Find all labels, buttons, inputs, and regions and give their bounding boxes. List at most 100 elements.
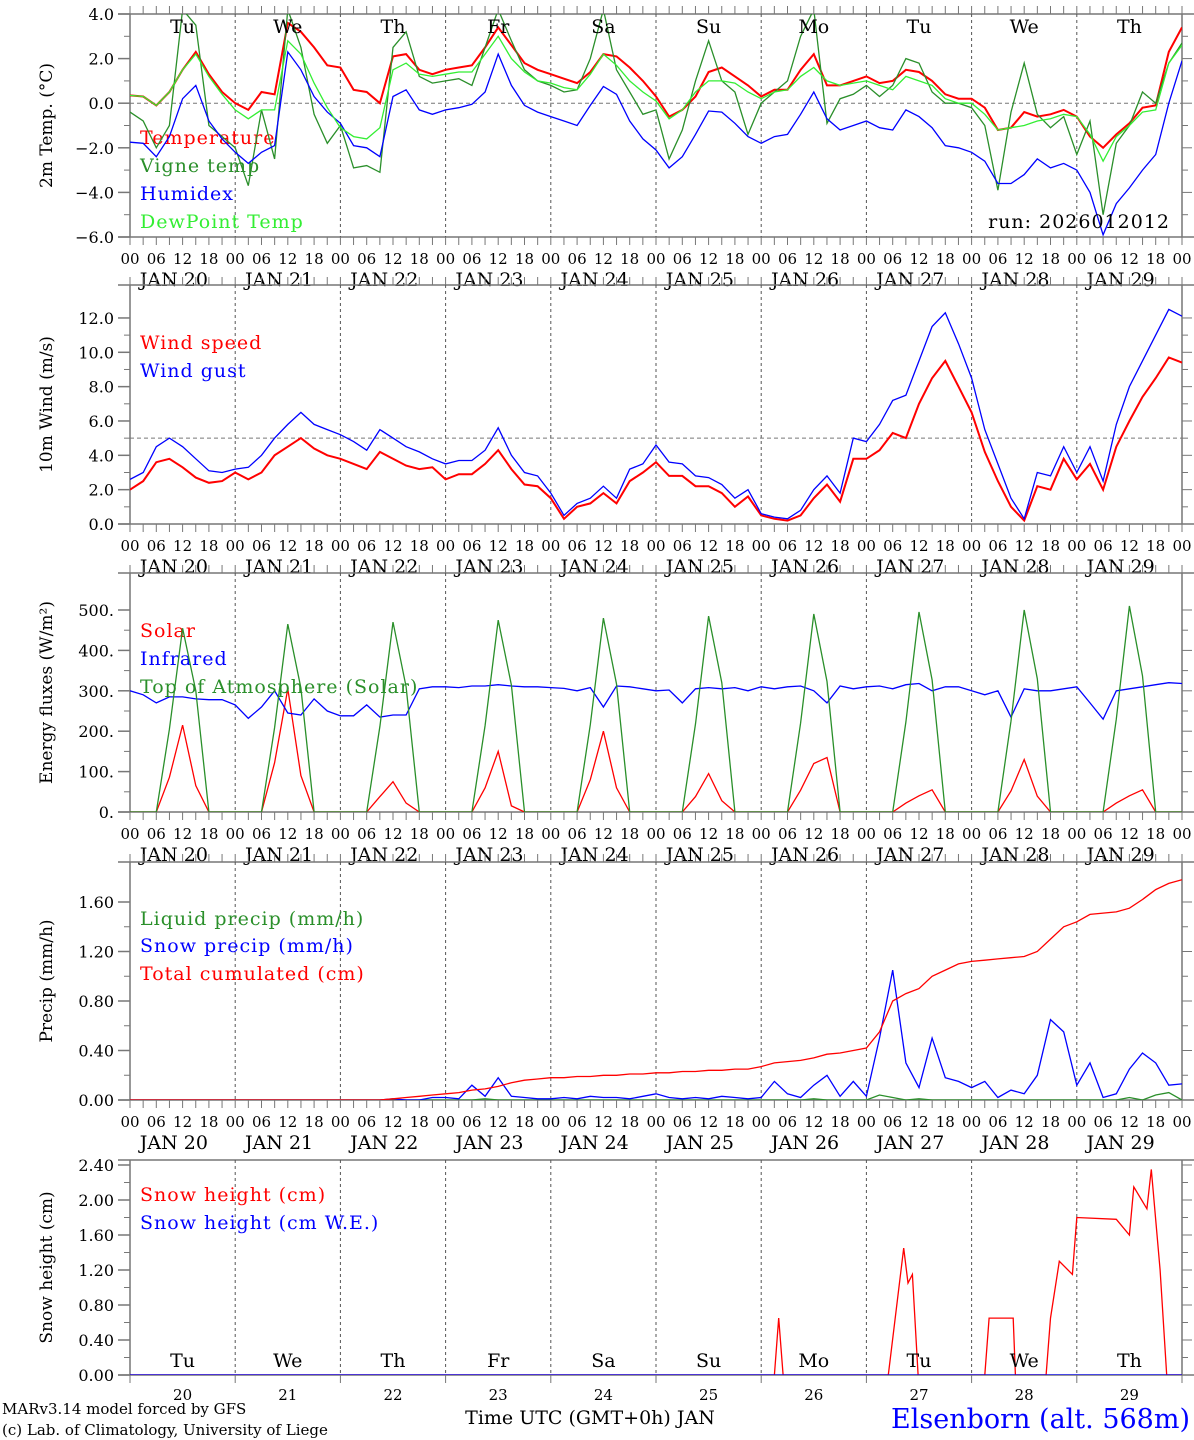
hour-label: 06 xyxy=(673,1113,692,1131)
hour-label: 18 xyxy=(831,250,850,268)
hour-label: 06 xyxy=(357,825,376,843)
day-label: JAN 20 xyxy=(138,556,208,578)
day-label: JAN 20 xyxy=(138,269,208,291)
hour-label: 00 xyxy=(1172,825,1191,843)
day-number-label: 26 xyxy=(804,1386,823,1404)
day-label: JAN 20 xyxy=(138,1132,208,1154)
hour-label: 00 xyxy=(857,537,876,555)
day-label: JAN 28 xyxy=(979,1132,1049,1154)
weekday-label: Mo xyxy=(798,1350,829,1372)
panel-3: 0. 100. 200. 300. 400. 500. Energy fluxes (W/m… xyxy=(37,565,1194,866)
hour-label: 12 xyxy=(1120,825,1139,843)
hour-label: 06 xyxy=(883,537,902,555)
day-label: JAN 28 xyxy=(979,269,1049,291)
hour-label: 06 xyxy=(462,1113,481,1131)
hour-label: 12 xyxy=(383,537,402,555)
day-label: JAN 26 xyxy=(769,269,839,291)
legend-vigne-temp: Vigne temp xyxy=(139,155,260,177)
hour-label: 00 xyxy=(436,1113,455,1131)
hour-label: 18 xyxy=(831,1113,850,1131)
hour-label: 06 xyxy=(988,1113,1007,1131)
hour-label: 18 xyxy=(725,537,744,555)
y-tick-label: 2.0 xyxy=(89,481,114,500)
day-label: JAN 28 xyxy=(979,556,1049,578)
hour-label: 12 xyxy=(699,825,718,843)
day-label: JAN 24 xyxy=(559,844,629,866)
y-tick-label: 1.20 xyxy=(78,1261,114,1280)
weekday-label: We xyxy=(273,16,302,38)
y-tick-label: 1.60 xyxy=(78,1226,114,1245)
hour-label: 18 xyxy=(936,250,955,268)
hour-label: 00 xyxy=(1172,537,1191,555)
hour-label: 06 xyxy=(357,250,376,268)
legend-total-cumulated: Total cumulated (cm) xyxy=(140,963,365,985)
hour-label: 12 xyxy=(278,1113,297,1131)
hour-label: 00 xyxy=(436,825,455,843)
day-number-label: 22 xyxy=(383,1386,402,1404)
hour-label: 06 xyxy=(778,1113,797,1131)
weekday-label: Mo xyxy=(798,16,829,38)
hour-label: 18 xyxy=(305,250,324,268)
hour-label: 12 xyxy=(909,1113,928,1131)
humidex-line xyxy=(130,50,1182,237)
wind-gust-line xyxy=(130,308,1182,521)
y-tick-label: 200. xyxy=(78,722,114,741)
hour-label: 00 xyxy=(1067,537,1086,555)
y-tick-label: 2.40 xyxy=(78,1156,114,1175)
hour-label: 12 xyxy=(383,250,402,268)
y-tick-label: 300. xyxy=(78,682,114,701)
hour-label: 18 xyxy=(410,825,429,843)
day-number-label: 21 xyxy=(278,1386,297,1404)
hour-label: 18 xyxy=(620,250,639,268)
hour-label: 06 xyxy=(988,250,1007,268)
lab-credit: (c) Lab. of Climatology, University of L… xyxy=(2,1421,328,1439)
hour-label: 18 xyxy=(831,825,850,843)
y-axis-title: 10m Wind (m/s) xyxy=(37,336,57,473)
hour-label: 12 xyxy=(804,1113,823,1131)
hour-label: 06 xyxy=(147,825,166,843)
day-label: JAN 26 xyxy=(769,556,839,578)
hour-label: 12 xyxy=(594,537,613,555)
hour-label: 00 xyxy=(646,250,665,268)
y-tick-label: 8.0 xyxy=(89,378,114,397)
day-label: JAN 29 xyxy=(1085,269,1155,291)
wind-speed-line xyxy=(130,356,1182,523)
hour-label: 00 xyxy=(120,825,139,843)
hour-label: 18 xyxy=(1146,825,1165,843)
hour-label: 12 xyxy=(173,825,192,843)
hour-label: 12 xyxy=(1120,537,1139,555)
day-label: JAN 27 xyxy=(874,556,944,578)
hour-label: 00 xyxy=(331,250,350,268)
legend-infrared: Infrared xyxy=(140,648,228,670)
hour-label: 06 xyxy=(673,537,692,555)
hour-label: 12 xyxy=(489,537,508,555)
hour-label: 06 xyxy=(568,1113,587,1131)
weekday-label: We xyxy=(1010,1350,1039,1372)
y-tick-label: 1.60 xyxy=(78,893,114,912)
hour-label: 12 xyxy=(1015,537,1034,555)
weekday-label: Fr xyxy=(487,16,510,38)
hour-label: 06 xyxy=(252,1113,271,1131)
hour-label: 18 xyxy=(199,537,218,555)
legend-humidex: Humidex xyxy=(140,183,234,205)
infrared-line xyxy=(130,682,1182,721)
y-axis-title: Snow height (cm) xyxy=(37,1191,57,1343)
hour-label: 18 xyxy=(199,1113,218,1131)
weekday-label: We xyxy=(273,1350,302,1372)
hour-label: 18 xyxy=(936,537,955,555)
hour-label: 18 xyxy=(1146,1113,1165,1131)
day-label: JAN 22 xyxy=(348,556,418,578)
day-label: JAN 29 xyxy=(1085,844,1155,866)
y-tick-label: 0.80 xyxy=(78,1296,114,1315)
hour-label: 12 xyxy=(173,1113,192,1131)
y-tick-label: 0.40 xyxy=(78,1042,114,1061)
weekday-label: Su xyxy=(696,16,721,38)
hour-label: 18 xyxy=(515,1113,534,1131)
legend-dewpoint: DewPoint Temp xyxy=(140,211,304,233)
hour-label: 06 xyxy=(1094,1113,1113,1131)
hour-label: 18 xyxy=(725,825,744,843)
hour-label: 06 xyxy=(147,250,166,268)
hour-label: 00 xyxy=(1172,250,1191,268)
hour-label: 18 xyxy=(936,1113,955,1131)
